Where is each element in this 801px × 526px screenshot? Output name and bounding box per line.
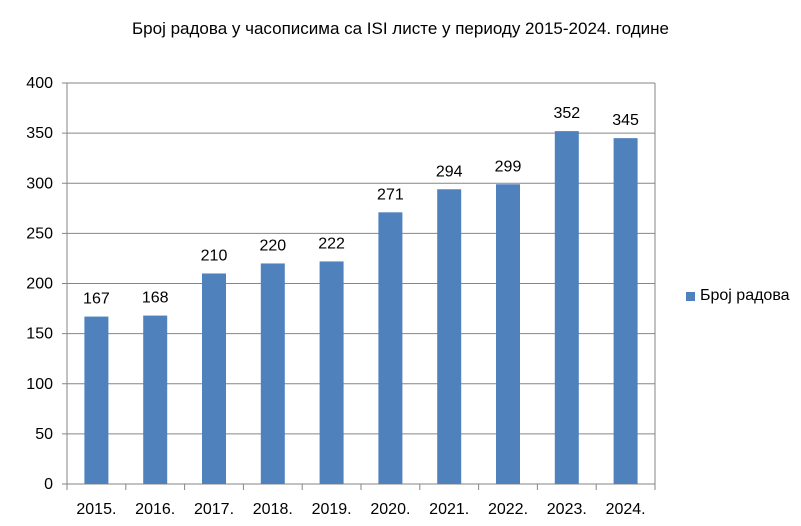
bar: [613, 138, 638, 484]
data-label: 222: [318, 235, 345, 252]
data-label: 271: [377, 186, 404, 203]
x-tick-label: 2022.: [488, 501, 528, 518]
y-tick-label: 0: [44, 476, 53, 493]
legend-label: Број радова: [700, 287, 790, 304]
bar: [202, 273, 226, 484]
x-tick-label: 2017.: [194, 501, 234, 518]
data-label: 294: [436, 163, 463, 180]
data-label: 167: [83, 291, 110, 308]
x-tick-label: 2020.: [370, 501, 410, 518]
x-tick-label: 2019.: [312, 501, 352, 518]
bar: [260, 263, 285, 484]
bar: [319, 261, 344, 484]
chart-title: Број радова у часописима са ISI листе у …: [132, 19, 669, 38]
y-axis-ticks: 0 50 100 150 200 250 300 350 400: [26, 75, 67, 493]
y-tick-label: 400: [26, 75, 53, 92]
data-label: 352: [553, 105, 580, 122]
data-label: 220: [259, 237, 286, 254]
y-tick-label: 250: [26, 225, 53, 242]
legend: Број радова: [686, 287, 790, 305]
y-tick-label: 50: [35, 426, 53, 443]
y-tick-label: 300: [26, 175, 53, 192]
bar: [554, 131, 579, 484]
data-label: 299: [495, 158, 522, 175]
x-tick-label: 2018.: [253, 501, 293, 518]
x-tick-label: 2021.: [429, 501, 469, 518]
data-labels: 167 168 210 220 222 271 294 299 352 345: [83, 105, 639, 307]
data-label: 168: [142, 290, 169, 307]
data-label: 345: [612, 112, 639, 129]
x-axis-ticks: 2015. 2016. 2017. 2018. 2019. 2020. 2021. 2022.…: [66, 484, 656, 518]
bars: [84, 131, 638, 484]
bar: [437, 189, 462, 484]
x-tick-label: 2023.: [547, 501, 587, 518]
y-tick-label: 100: [26, 376, 53, 393]
x-tick-label: 2024.: [606, 501, 646, 518]
bar: [143, 315, 168, 484]
y-tick-label: 350: [26, 125, 53, 142]
bar: [496, 184, 520, 484]
y-tick-label: 150: [26, 326, 53, 343]
x-tick-label: 2015.: [76, 501, 116, 518]
data-label: 210: [201, 247, 228, 264]
legend-swatch: [686, 291, 695, 301]
x-tick-label: 2016.: [135, 501, 175, 518]
bar: [378, 212, 403, 484]
bar: [84, 316, 109, 484]
y-tick-label: 200: [26, 276, 53, 293]
